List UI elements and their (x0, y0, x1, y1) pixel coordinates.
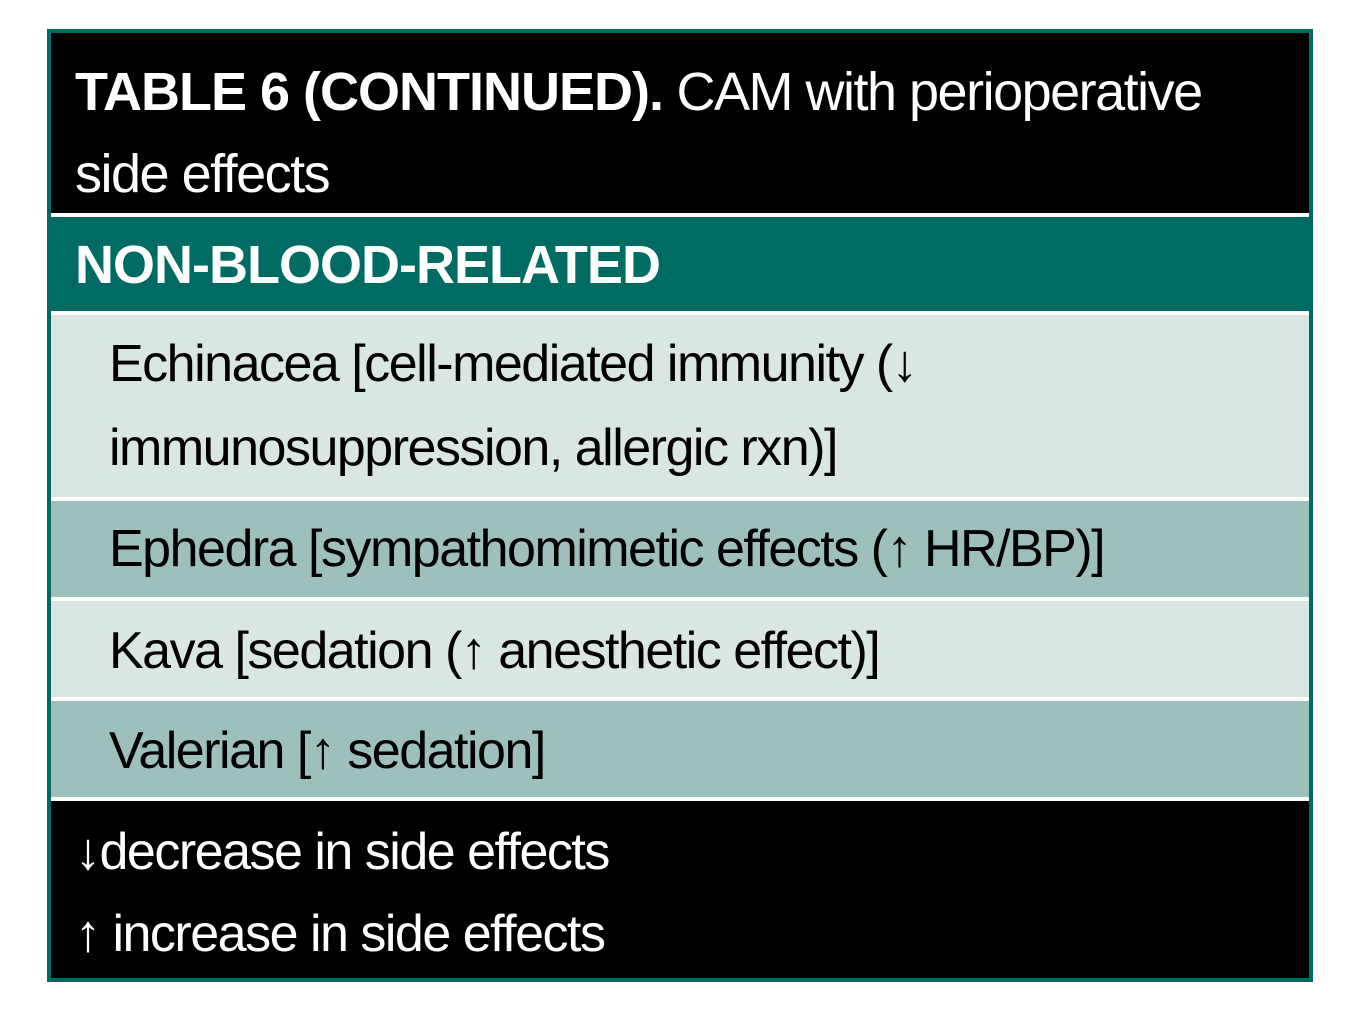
table-title-text: CAM with perioperative side effects (75, 62, 1203, 204)
table-row-ephedra: Ephedra [sympathomimetic effects (↑ HR/B… (51, 501, 1309, 597)
legend-increase: ↑ increase in side effects (75, 905, 606, 963)
row-text-line-1: Echinacea [cell-mediated immunity (↓ (109, 335, 918, 393)
table-row-kava: Kava [sedation (↑ anesthetic effect)] (51, 601, 1309, 697)
table-row-echinacea: Echinacea [cell-mediated immunity (↓ imm… (51, 315, 1309, 497)
row-text-line-2: immunosuppression, allergic rxn)] (109, 419, 838, 477)
legend-decrease: ↓decrease in side effects (75, 823, 610, 881)
table-number-label: TABLE 6 (CONTINUED). (75, 62, 664, 122)
table-legend: ↓decrease in side effects ↑ increase in … (51, 801, 1309, 978)
cam-table: TABLE 6 (CONTINUED). CAM with perioperat… (47, 29, 1313, 982)
table-row-valerian: Valerian [↑ sedation] (51, 701, 1309, 797)
table-title: TABLE 6 (CONTINUED). CAM with perioperat… (51, 33, 1309, 213)
section-heading: NON-BLOOD-RELATED (51, 217, 1309, 311)
